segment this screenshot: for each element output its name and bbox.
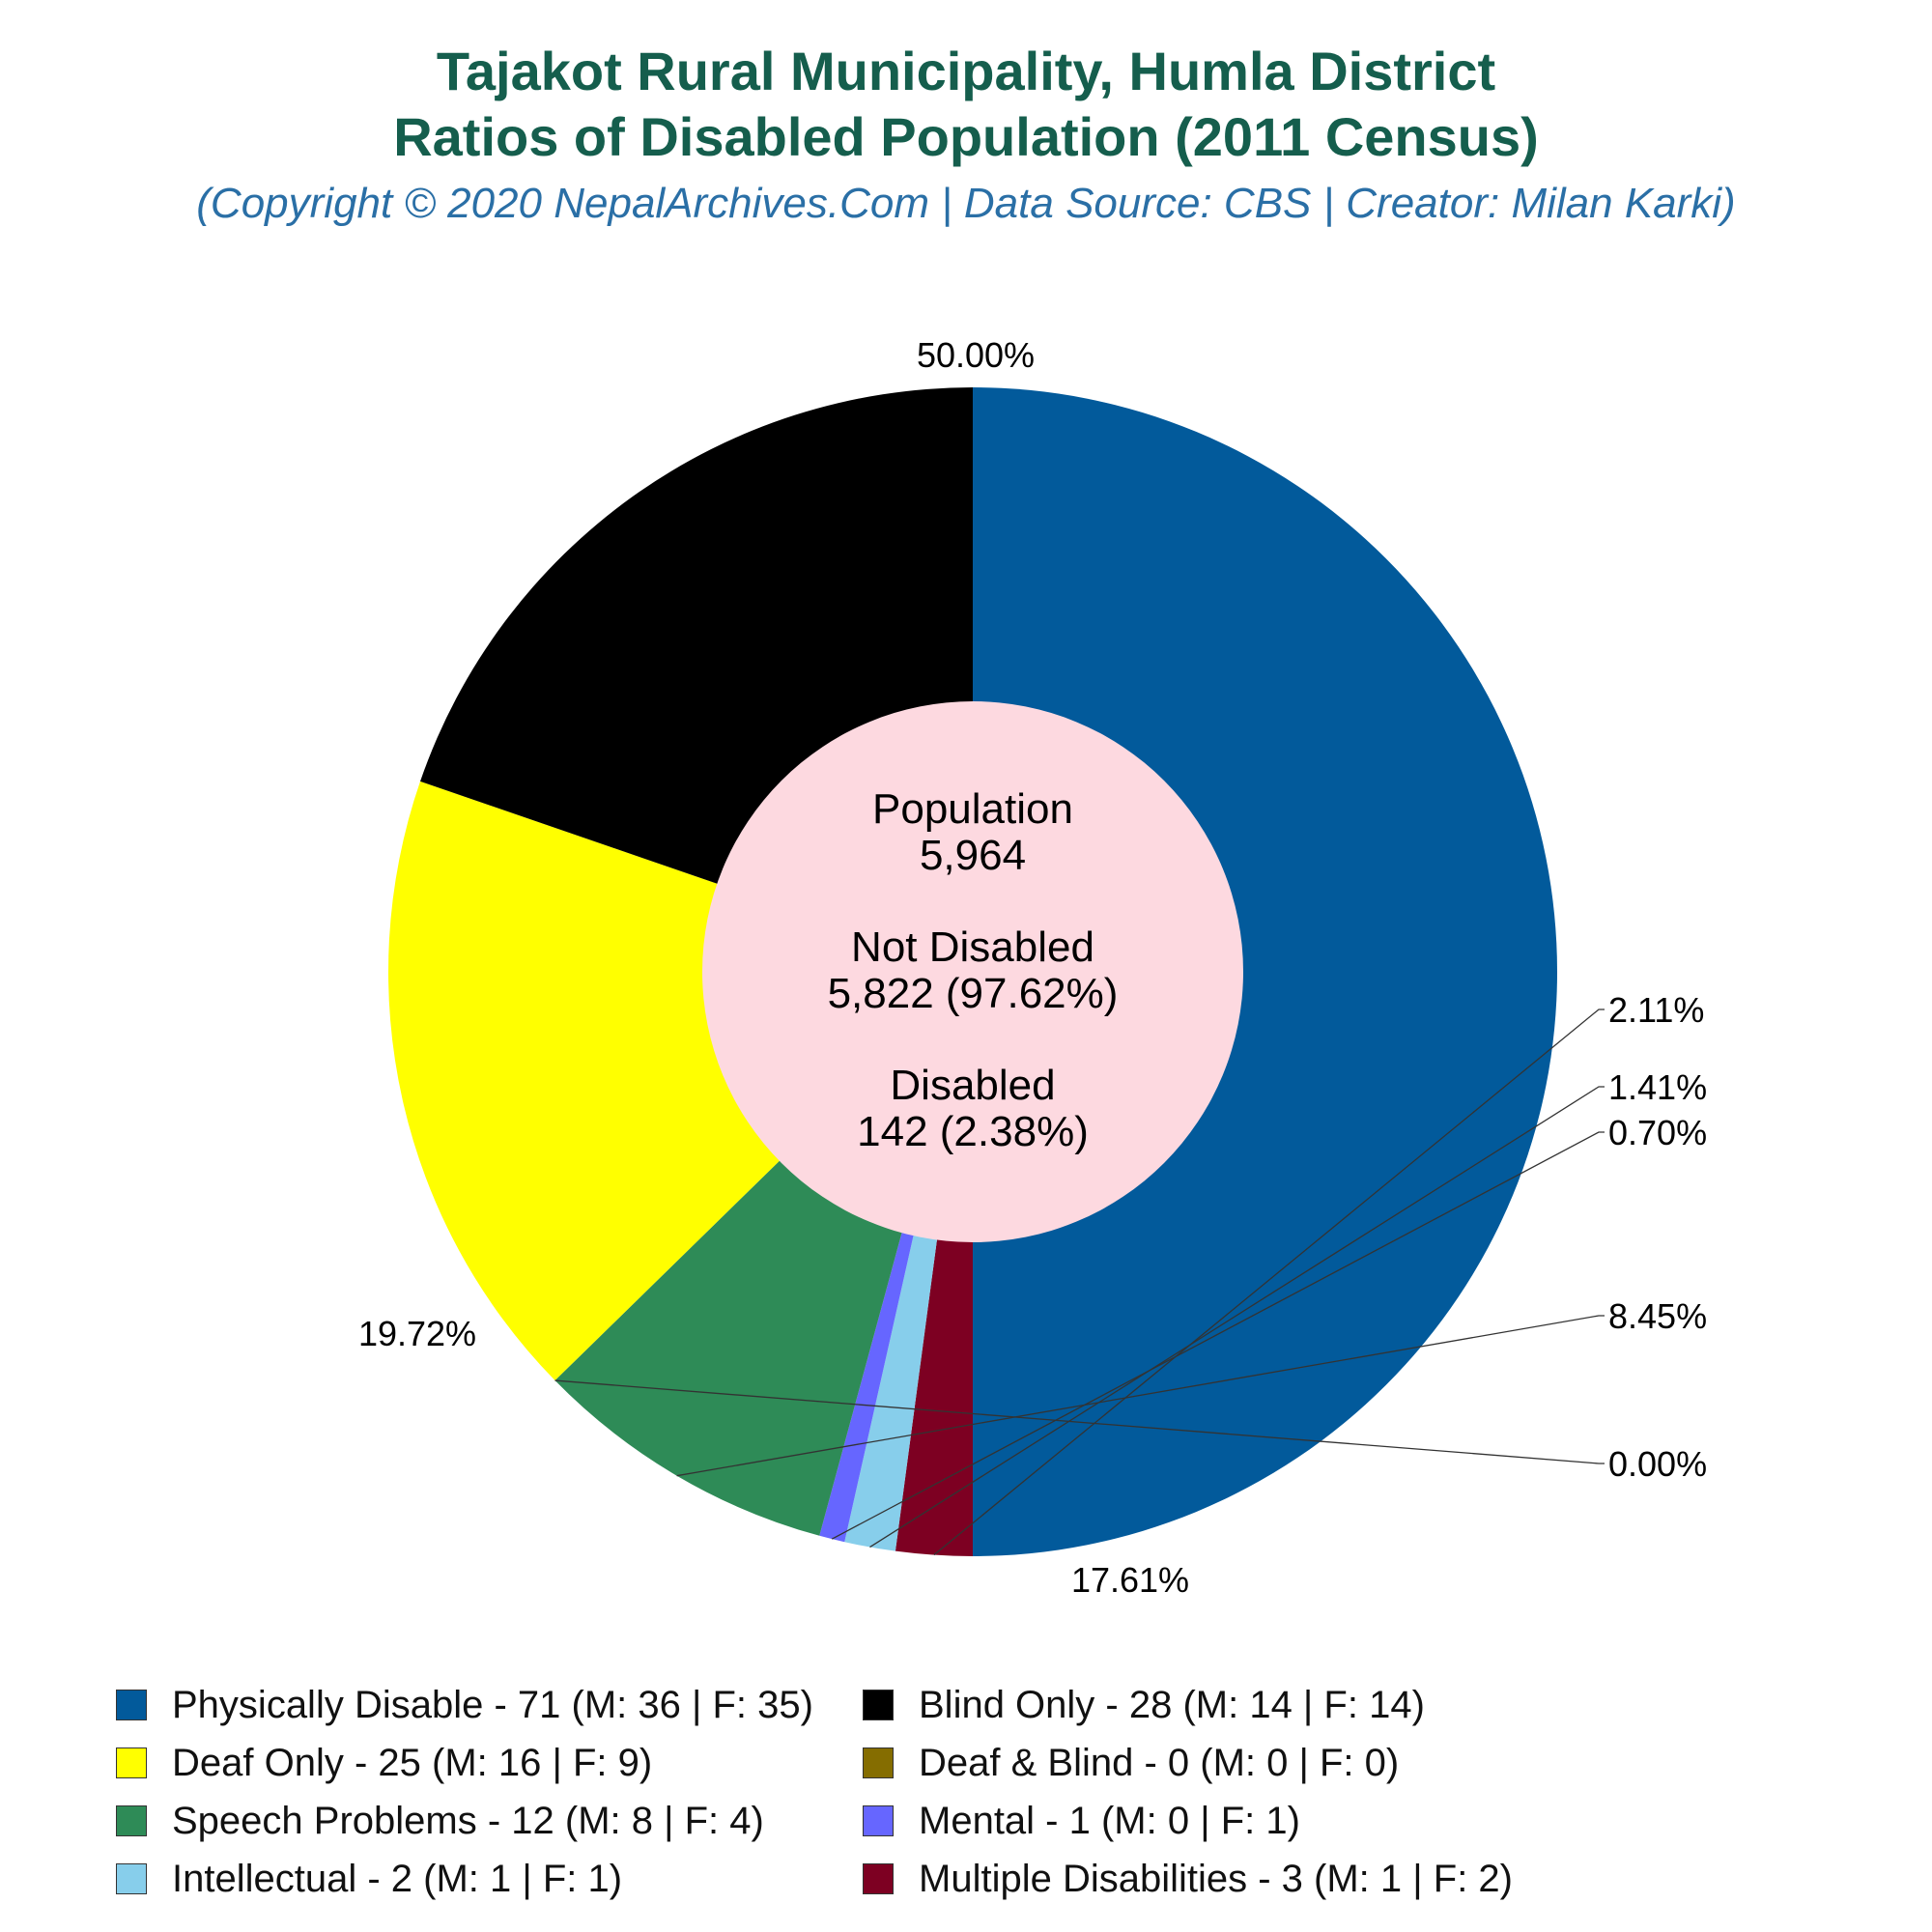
slice-labels: 50.00% 2.11% 1.41% 0.70% 8.45% 0.00% 17.61% 19.… — [358, 335, 1707, 1600]
leader-line-4 — [676, 1315, 1605, 1477]
legend-swatch — [116, 1805, 147, 1836]
legend-item-2: Intellectual - 2 (M: 1 | F: 1) — [116, 1850, 622, 1908]
legend-item-7: Blind Only - 28 (M: 14 | F: 14) — [863, 1676, 1425, 1734]
slice-label-1: 2.11% — [1608, 990, 1704, 1030]
leader-line-5 — [554, 1379, 1605, 1464]
leader-line-1 — [933, 1009, 1605, 1556]
legend-label: Deaf Only - 25 (M: 16 | F: 9) — [172, 1741, 653, 1784]
chart-header: Tajakot Rural Municipality, Humla Distri… — [0, 39, 1932, 234]
legend-swatch — [863, 1690, 894, 1720]
legend-swatch — [863, 1805, 894, 1836]
legend-label: Blind Only - 28 (M: 14 | F: 14) — [919, 1683, 1425, 1726]
slice-label-6: 17.61% — [1071, 1560, 1189, 1600]
legend-swatch — [863, 1747, 894, 1778]
legend-item-4: Speech Problems - 12 (M: 8 | F: 4) — [116, 1792, 764, 1850]
legend-label: Intellectual - 2 (M: 1 | F: 1) — [172, 1857, 623, 1900]
legend-swatch — [116, 1690, 147, 1720]
chart-subtitle: (Copyright © 2020 NepalArchives.Com | Da… — [196, 180, 1736, 227]
legend-label: Mental - 1 (M: 0 | F: 1) — [919, 1799, 1300, 1842]
chart-title-line-1: Tajakot Rural Municipality, Humla Distri… — [436, 41, 1496, 101]
legend-item-3: Mental - 1 (M: 0 | F: 1) — [863, 1792, 1300, 1850]
pie-slice-0 — [973, 387, 1557, 1556]
legend-swatch — [116, 1747, 147, 1778]
leader-lines — [554, 1009, 1605, 1556]
donut-center — [702, 701, 1243, 1242]
legend-label: Speech Problems - 12 (M: 8 | F: 4) — [172, 1799, 764, 1842]
center-not-disabled-value: 5,822 (97.62%) — [828, 970, 1119, 1017]
center-population-value: 5,964 — [920, 832, 1026, 879]
chart-title-line-2: Ratios of Disabled Population (2011 Cens… — [393, 106, 1539, 167]
slice-label-2: 1.41% — [1608, 1067, 1707, 1107]
legend-item-1: Multiple Disabilities - 3 (M: 1 | F: 2) — [863, 1850, 1513, 1908]
legend-item-0: Physically Disable - 71 (M: 36 | F: 35) — [116, 1676, 813, 1734]
slice-label-7: 19.72% — [358, 1314, 476, 1353]
legend-item-5: Deaf & Blind - 0 (M: 0 | F: 0) — [863, 1734, 1399, 1792]
legend-swatch — [863, 1863, 894, 1894]
leader-line-2 — [869, 1086, 1605, 1548]
center-not-disabled-label: Not Disabled — [851, 923, 1094, 971]
legend-label: Deaf & Blind - 0 (M: 0 | F: 0) — [919, 1741, 1400, 1784]
leader-line-3 — [831, 1131, 1605, 1540]
slice-label-3: 0.70% — [1608, 1113, 1707, 1152]
center-disabled-label: Disabled — [890, 1062, 1055, 1109]
legend-label: Physically Disable - 71 (M: 36 | F: 35) — [172, 1683, 813, 1726]
center-population-label: Population — [872, 785, 1073, 833]
legend-swatch — [116, 1863, 147, 1894]
slice-label-5: 0.00% — [1608, 1444, 1707, 1484]
legend-item-6: Deaf Only - 25 (M: 16 | F: 9) — [116, 1734, 652, 1792]
slice-label-4: 8.45% — [1608, 1296, 1707, 1336]
slice-label-0: 50.00% — [917, 335, 1035, 375]
legend-label: Multiple Disabilities - 3 (M: 1 | F: 2) — [919, 1857, 1513, 1900]
center-disabled-value: 142 (2.38%) — [857, 1108, 1089, 1155]
center-summary: Population 5,964 Not Disabled 5,822 (97.… — [828, 785, 1119, 1155]
